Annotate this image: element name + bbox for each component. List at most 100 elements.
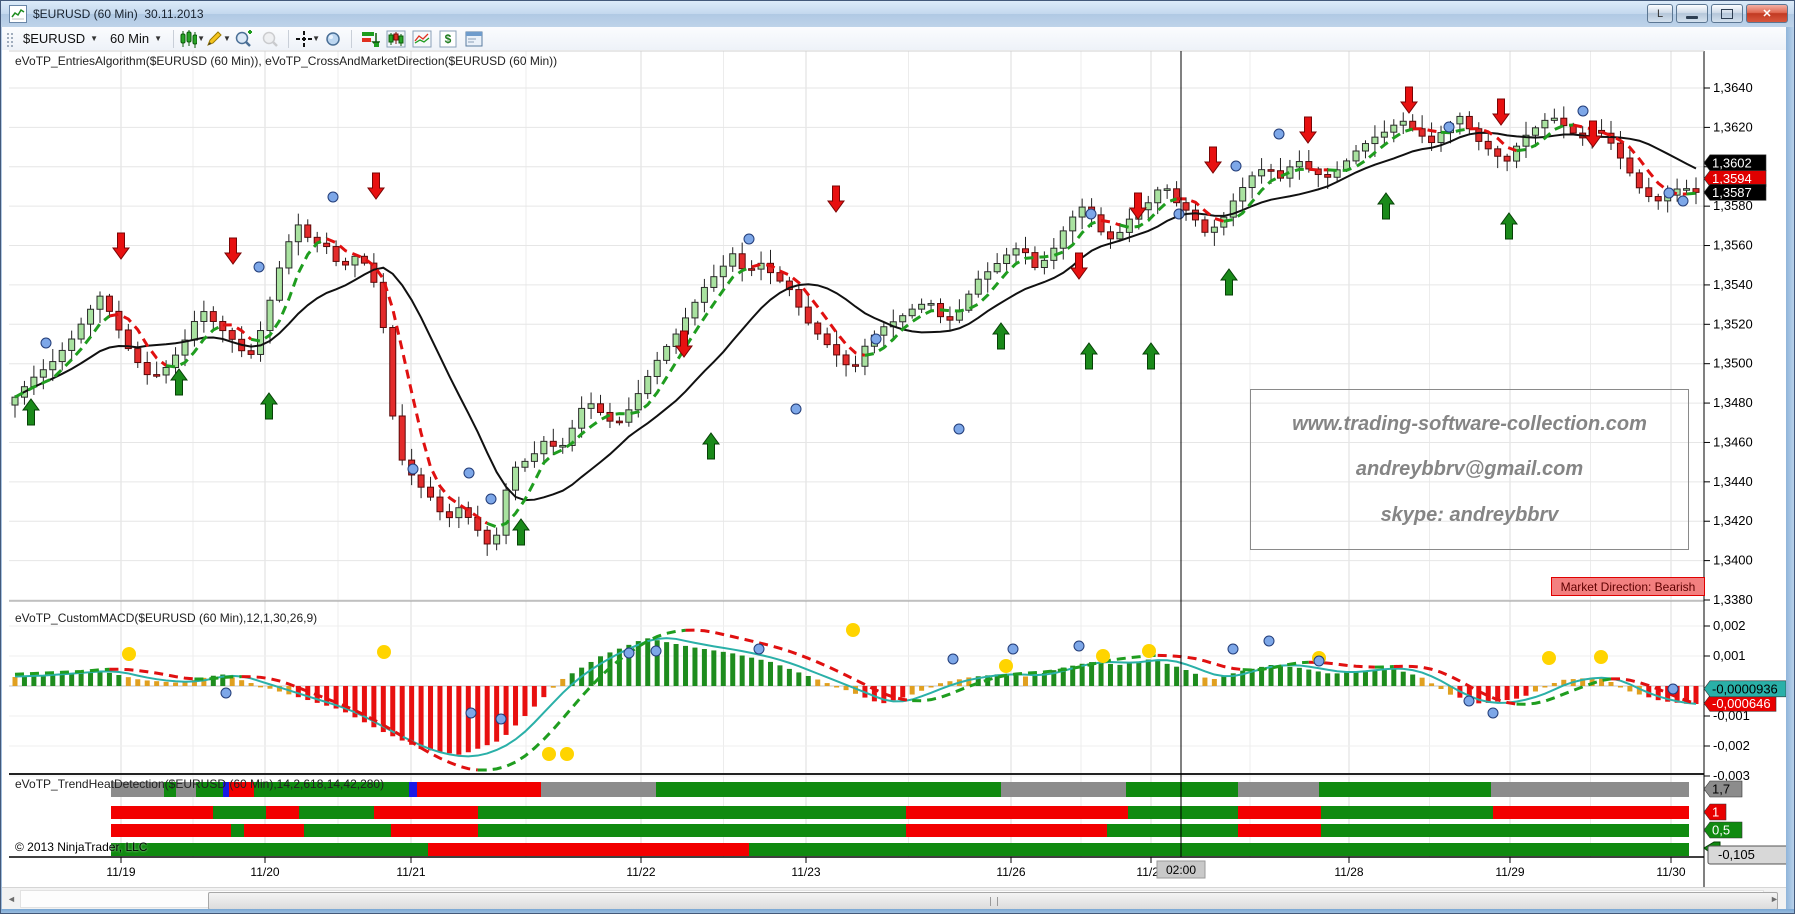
heat-row: [111, 806, 1689, 819]
chart-area[interactable]: 1,36401,36201,36001,35801,35601,35401,35…: [2, 50, 1788, 910]
horizontal-scrollbar[interactable]: ◄ ►: [2, 887, 1788, 910]
candle: [1513, 145, 1521, 162]
svg-text:-0,105: -0,105: [1718, 847, 1755, 862]
heat-segment: [656, 782, 1001, 797]
scrollbar-thumb[interactable]: [208, 892, 1778, 910]
candle: [1040, 259, 1048, 268]
mini-chart-button[interactable]: [409, 29, 435, 49]
chart-style-button[interactable]: ▼: [179, 29, 205, 49]
candle: [1106, 231, 1114, 240]
heat-segment: [244, 824, 304, 837]
candle: [1692, 188, 1700, 193]
candle: [172, 354, 180, 368]
svg-text:11/28: 11/28: [1334, 865, 1363, 879]
candle: [578, 407, 586, 429]
window-right-border: [1786, 27, 1794, 909]
interval-selector[interactable]: 60 Min ▼: [104, 29, 168, 48]
candle: [1248, 175, 1256, 189]
heat-segment: [906, 824, 1107, 837]
crosshair-button[interactable]: ▼: [294, 29, 320, 49]
zoom-in-button[interactable]: [231, 29, 257, 49]
macd-cross-dot: [999, 659, 1013, 673]
scroll-right-arrow-icon[interactable]: ►: [1770, 894, 1779, 904]
heat-segment: [391, 824, 478, 837]
macd-blue-dot: [220, 687, 232, 699]
candle: [266, 299, 274, 332]
heat-segment: [1238, 824, 1321, 837]
heat-segment: [231, 824, 244, 837]
svg-text:11/22: 11/22: [626, 865, 655, 879]
candle: [663, 345, 671, 361]
candle: [899, 315, 907, 323]
price-axis: 1,36401,36201,36001,35801,35601,35401,35…: [1703, 80, 1788, 865]
candle: [143, 362, 151, 376]
candle: [342, 260, 350, 266]
svg-text:1,7: 1,7: [1712, 782, 1730, 797]
chevron-down-icon: ▼: [312, 34, 320, 43]
heat-segment: [111, 806, 213, 819]
candle: [804, 306, 812, 324]
candle: [918, 303, 926, 310]
swing-dot: [327, 191, 339, 203]
time-axis: 11/19 11/20 11/21 11/22 11/23 11/26 11/27 11/28…: [106, 857, 1686, 879]
candlestick-icon: [180, 29, 198, 48]
candle: [1645, 187, 1653, 198]
swing-dot: [1273, 128, 1285, 140]
swing-dot: [463, 467, 475, 479]
swing-dot: [1085, 208, 1097, 220]
candle: [398, 415, 406, 461]
heat-segment: [409, 782, 417, 797]
candle: [1390, 124, 1398, 133]
svg-text:0,001: 0,001: [1713, 648, 1746, 663]
properties-button[interactable]: [461, 29, 487, 49]
toolbar-grip-icon[interactable]: [5, 30, 13, 47]
candle: [549, 440, 557, 447]
heat-segment: [1493, 806, 1689, 819]
buy-arrow-icon: [170, 368, 188, 396]
candle: [908, 308, 916, 317]
title-bar[interactable]: $EURUSD (60 Min) 30.11.2013 L ✕: [1, 1, 1794, 27]
fundamental-data-button[interactable]: $: [435, 29, 461, 49]
buy-arrow-icon: [1080, 342, 1098, 370]
chevron-down-icon: ▼: [154, 34, 162, 43]
candle: [87, 308, 95, 325]
candle: [257, 330, 265, 355]
close-button[interactable]: ✕: [1746, 4, 1788, 23]
zoom-out-button[interactable]: [257, 29, 283, 49]
svg-text:11/30: 11/30: [1656, 865, 1685, 879]
scroll-left-arrow-icon[interactable]: ◄: [7, 894, 16, 904]
candle: [568, 427, 576, 446]
sell-arrow-icon: [367, 172, 385, 200]
sell-arrow-icon: [1400, 86, 1418, 114]
heat-row: [111, 824, 1689, 837]
chart-trader-button[interactable]: [383, 29, 409, 49]
instrument-selector[interactable]: $EURUSD ▼: [17, 29, 104, 48]
maximize-icon: [1721, 8, 1733, 19]
candle: [304, 224, 312, 238]
candle: [1352, 150, 1360, 162]
market-analyzer-button[interactable]: [357, 29, 383, 49]
chart-canvas[interactable]: 1,36401,36201,36001,35801,35601,35401,35…: [2, 50, 1788, 910]
candle: [1314, 168, 1322, 176]
instrument-label: $EURUSD: [23, 31, 86, 46]
crosshair-time-label: 02:00: [1166, 863, 1196, 877]
macd-blue-dot: [1007, 643, 1019, 655]
scrollbar-track[interactable]: [20, 890, 1778, 910]
candle: [1059, 230, 1067, 249]
data-box-button[interactable]: [320, 29, 346, 49]
swing-dot: [790, 403, 802, 415]
svg-text:1,3640: 1,3640: [1713, 80, 1753, 95]
link-button[interactable]: L: [1647, 4, 1673, 23]
macd-cross-dot: [1096, 649, 1110, 663]
maximize-button[interactable]: [1711, 4, 1743, 23]
buy-arrow-icon: [1377, 192, 1395, 220]
watermark-box: www.trading-software-collection.com andr…: [1250, 389, 1689, 550]
sell-arrow-icon: [1070, 252, 1088, 280]
candle: [351, 255, 359, 266]
macd-blue-dot: [1263, 635, 1275, 647]
minimize-button[interactable]: [1676, 4, 1708, 23]
heat-segment: [478, 824, 906, 837]
heat-segment: [1321, 806, 1493, 819]
drawing-tools-button[interactable]: ▼: [205, 29, 231, 49]
heat-segment: [213, 806, 266, 819]
